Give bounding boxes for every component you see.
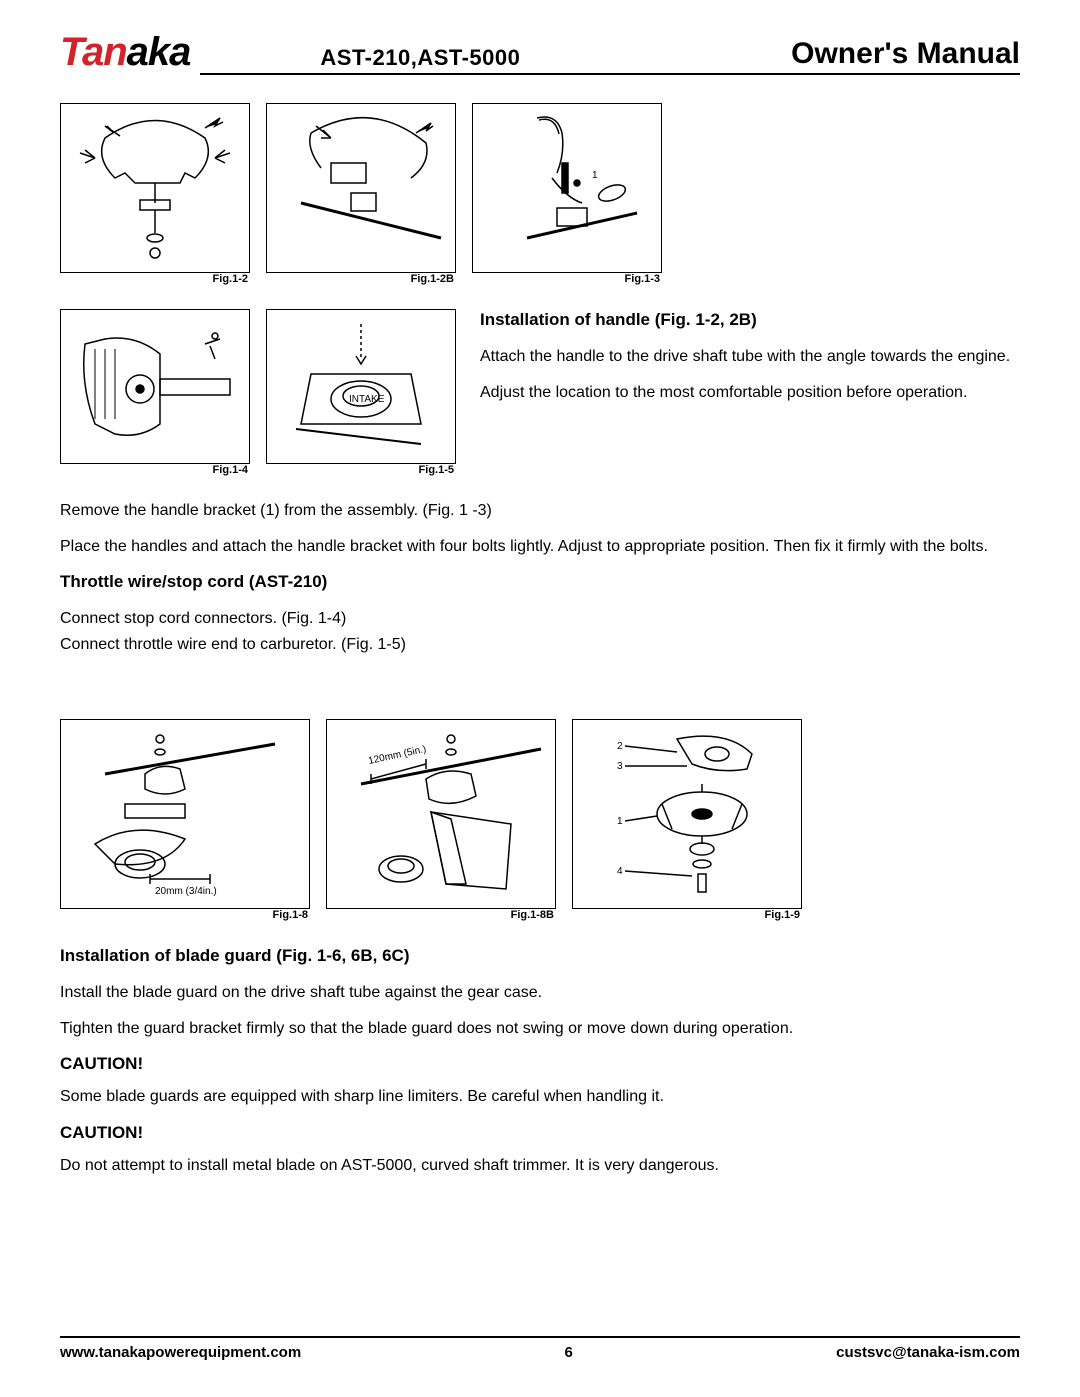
footer-page-number: 6	[564, 1344, 572, 1361]
figure-1-2: Fig.1-2	[60, 103, 250, 285]
fig-label: Fig.1-3	[472, 273, 662, 285]
section-title: Installation of handle (Fig. 1-2, 2B)	[480, 309, 1020, 332]
fig-label: Fig.1-5	[266, 464, 456, 476]
figure-1-8: 20mm (3/4in.) Fig.1-8	[60, 719, 310, 921]
footer-email: custsvc@tanaka-ism.com	[836, 1344, 1020, 1361]
caution-heading: CAUTION!	[60, 1122, 1020, 1145]
paragraph: Remove the handle bracket (1) from the a…	[60, 500, 1020, 522]
page-header: Tanaka AST-210,AST-5000 Owner's Manual	[60, 30, 1020, 75]
paragraph: Do not attempt to install metal blade on…	[60, 1155, 1020, 1177]
paragraph: Attach the handle to the drive shaft tub…	[480, 346, 1020, 368]
paragraph: Some blade guards are equipped with shar…	[60, 1086, 1020, 1108]
fig-label: Fig.1-9	[572, 909, 802, 921]
header-line: AST-210,AST-5000 Owner's Manual	[200, 39, 1020, 75]
svg-text:20mm (3/4in.): 20mm (3/4in.)	[155, 886, 217, 897]
footer-url: www.tanakapowerequipment.com	[60, 1344, 301, 1361]
paragraph: Connect throttle wire end to carburetor.…	[60, 634, 1020, 656]
caution-heading: CAUTION!	[60, 1053, 1020, 1076]
fig-label: Fig.1-2	[60, 273, 250, 285]
manual-title: Owner's Manual	[791, 37, 1020, 71]
fig-label: Fig.1-8	[60, 909, 310, 921]
svg-text:1: 1	[592, 170, 598, 181]
figure-1-4: Fig.1-4	[60, 309, 250, 476]
blade-guard-section: Installation of blade guard (Fig. 1-6, 6…	[60, 945, 1020, 1176]
fig-label: Fig.1-4	[60, 464, 250, 476]
brand-logo: Tanaka	[60, 30, 190, 75]
svg-text:INTAKE: INTAKE	[349, 394, 385, 405]
paragraph: Adjust the location to the most comforta…	[480, 382, 1020, 404]
handle-install-text: Installation of handle (Fig. 1-2, 2B) At…	[480, 309, 1020, 476]
section-title: Throttle wire/stop cord (AST-210)	[60, 571, 1020, 594]
page-footer: www.tanakapowerequipment.com 6 custsvc@t…	[60, 1336, 1020, 1361]
model-numbers: AST-210,AST-5000	[320, 45, 520, 71]
svg-text:2: 2	[617, 741, 623, 752]
fig-label: Fig.1-2B	[266, 273, 456, 285]
paragraph: Connect stop cord connectors. (Fig. 1-4)	[60, 608, 1020, 630]
logo-part2: aka	[127, 30, 191, 75]
section-handle-install: Fig.1-4 INTAKE Fig.1-5 In	[60, 309, 1020, 476]
svg-text:4: 4	[617, 866, 623, 877]
figure-row-1: Fig.1-2 Fig.1-2B	[60, 103, 1020, 285]
figure-1-9: 2 3 1 4 Fig.1-9	[572, 719, 802, 921]
paragraph: Install the blade guard on the drive sha…	[60, 982, 1020, 1004]
fig-label: Fig.1-8B	[326, 909, 556, 921]
figure-1-2b: Fig.1-2B	[266, 103, 456, 285]
logo-part1: Tan	[60, 30, 127, 75]
paragraph: Tighten the guard bracket firmly so that…	[60, 1018, 1020, 1040]
svg-text:3: 3	[617, 761, 623, 772]
figure-1-3: 1 Fig.1-3	[472, 103, 662, 285]
svg-text:1: 1	[617, 816, 623, 827]
figure-1-8b: 120mm (5in.) Fig.1-8B	[326, 719, 556, 921]
paragraph: Place the handles and attach the handle …	[60, 536, 1020, 558]
figure-1-5: INTAKE Fig.1-5	[266, 309, 456, 476]
section-title: Installation of blade guard (Fig. 1-6, 6…	[60, 945, 1020, 968]
body-text: Remove the handle bracket (1) from the a…	[60, 500, 1020, 655]
svg-text:120mm (5in.): 120mm (5in.)	[367, 744, 427, 767]
figure-row-3: 20mm (3/4in.) Fig.1-8 120mm	[60, 719, 1020, 921]
